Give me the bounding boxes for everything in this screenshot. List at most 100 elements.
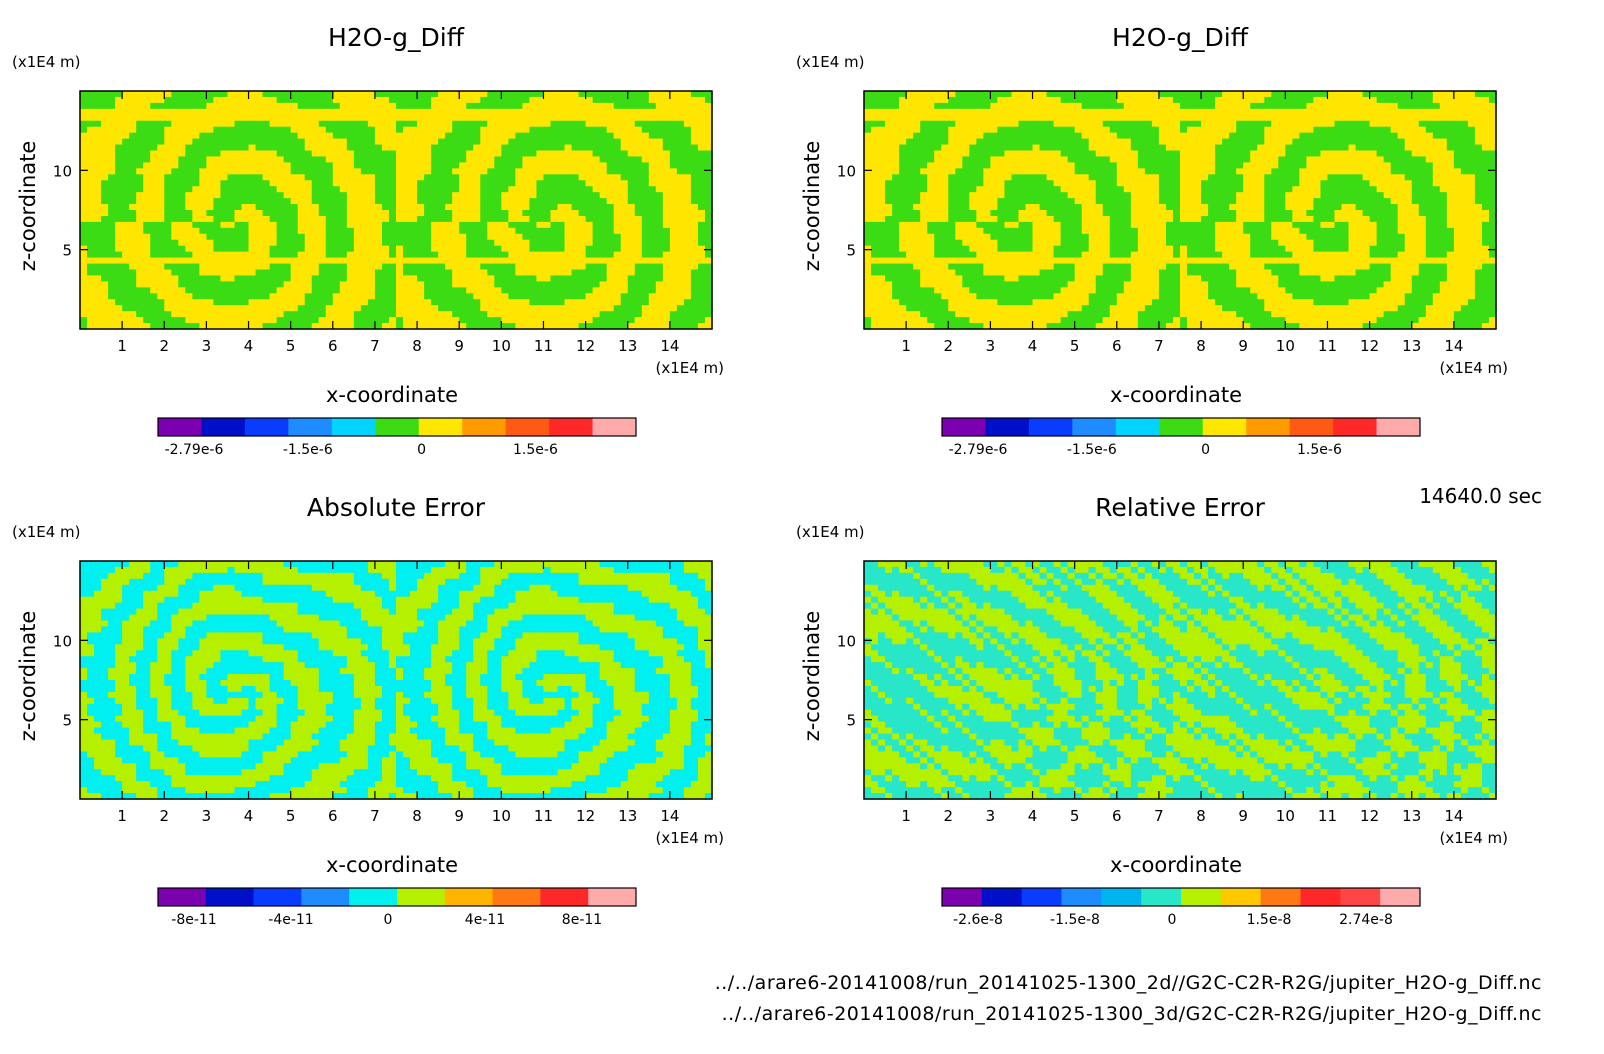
heatmap-cell — [431, 126, 439, 134]
heatmap-cell — [213, 174, 222, 181]
heatmap-cell — [1018, 168, 1027, 175]
heatmap-cell — [480, 180, 488, 187]
heatmap-cell — [1285, 96, 1293, 104]
heatmap-cell — [990, 91, 999, 98]
heatmap-cell — [1144, 108, 1153, 116]
heatmap-cell — [234, 96, 243, 104]
heatmap-cell — [585, 138, 594, 146]
heatmap-cell — [353, 126, 362, 134]
heatmap-cell — [164, 251, 172, 259]
heatmap-cell — [704, 120, 713, 128]
heatmap-cell — [410, 174, 418, 181]
heatmap-cell — [192, 299, 200, 306]
heatmap-cell — [178, 281, 186, 288]
heatmap-cell — [1418, 96, 1427, 104]
heatmap-cell — [318, 251, 327, 259]
heatmap-cell — [697, 287, 706, 294]
heatmap-cell — [1116, 156, 1125, 163]
heatmap-cell — [648, 215, 657, 223]
heatmap-cell — [248, 239, 257, 247]
heatmap-cell — [178, 192, 186, 199]
heatmap-cell — [1004, 138, 1013, 146]
heatmap-cell — [1390, 144, 1399, 152]
heatmap-cell — [1271, 96, 1279, 104]
heatmap-cell — [234, 102, 243, 110]
heatmap-cell — [501, 293, 509, 300]
heatmap-cell — [487, 227, 495, 235]
heatmap-cell — [80, 227, 88, 235]
heatmap-cell — [431, 293, 439, 300]
heatmap-cell — [276, 299, 285, 306]
heatmap-cell — [171, 257, 179, 265]
heatmap-cell — [346, 311, 355, 318]
heatmap-cell — [87, 287, 95, 294]
heatmap-cell — [199, 287, 207, 294]
heatmap-cell — [129, 210, 137, 217]
heatmap-cell — [676, 91, 685, 98]
heatmap-cell — [367, 257, 376, 265]
heatmap-cell — [990, 174, 999, 181]
heatmap-cell — [396, 132, 404, 140]
heatmap-cell — [697, 269, 706, 277]
heatmap-cell — [339, 227, 348, 235]
heatmap-cell — [318, 91, 327, 98]
heatmap-cell — [445, 245, 453, 253]
heatmap-cell — [1376, 168, 1385, 175]
heatmap-cell — [501, 156, 509, 163]
heatmap-cell — [550, 239, 559, 247]
heatmap-cell — [101, 144, 109, 152]
heatmap-cell — [1306, 174, 1315, 181]
heatmap-cell — [269, 299, 278, 306]
heatmap-cell — [1418, 132, 1427, 140]
heatmap-cell — [599, 239, 608, 247]
heatmap-cell — [94, 305, 102, 312]
heatmap-cell — [269, 275, 278, 282]
heatmap-cell — [1158, 168, 1167, 175]
heatmap-cell — [1369, 102, 1378, 110]
heatmap-cell — [571, 204, 580, 211]
heatmap-cell — [290, 275, 299, 282]
heatmap-cell — [955, 120, 963, 128]
heatmap-cell — [115, 221, 123, 229]
heatmap-cell — [990, 156, 999, 163]
heatmap-cell — [1172, 108, 1181, 116]
heatmap-cell — [564, 96, 573, 104]
heatmap-cell — [529, 91, 538, 98]
heatmap-cell — [634, 210, 643, 217]
heatmap-cell — [1180, 174, 1188, 181]
heatmap-cell — [1095, 168, 1104, 175]
x-axis-label: x-coordinate — [326, 383, 458, 407]
heatmap-cell — [332, 210, 341, 217]
heatmap-cell — [143, 198, 151, 205]
heatmap-cell — [290, 168, 299, 175]
heatmap-cell — [248, 132, 257, 140]
heatmap-cell — [676, 156, 685, 163]
heatmap-cell — [1053, 144, 1062, 152]
heatmap-cell — [1158, 174, 1167, 181]
heatmap-cell — [220, 311, 229, 318]
heatmap-cell — [417, 192, 425, 199]
heatmap-cell — [396, 239, 404, 247]
heatmap-cell — [304, 156, 313, 163]
heatmap-cell — [1467, 150, 1476, 158]
heatmap-cell — [115, 299, 123, 306]
heatmap-cell — [515, 91, 523, 98]
heatmap-cell — [311, 114, 320, 122]
heatmap-cell — [683, 204, 692, 211]
heatmap-cell — [515, 138, 523, 146]
heatmap-cell — [1362, 144, 1371, 152]
heatmap-cell — [487, 192, 495, 199]
heatmap-cell — [269, 305, 278, 312]
heatmap-cell — [311, 275, 320, 282]
heatmap-cell — [262, 233, 271, 241]
heatmap-cell — [1180, 156, 1188, 163]
heatmap-cell — [143, 180, 151, 187]
heatmap-cell — [178, 168, 186, 175]
heatmap-cell — [332, 323, 341, 330]
heatmap-cell — [304, 162, 313, 169]
heatmap-cell — [171, 323, 179, 330]
heatmap-cell — [438, 126, 446, 134]
heatmap-cell — [94, 156, 102, 163]
heatmap-cell — [143, 168, 151, 175]
heatmap-cell — [150, 233, 158, 241]
